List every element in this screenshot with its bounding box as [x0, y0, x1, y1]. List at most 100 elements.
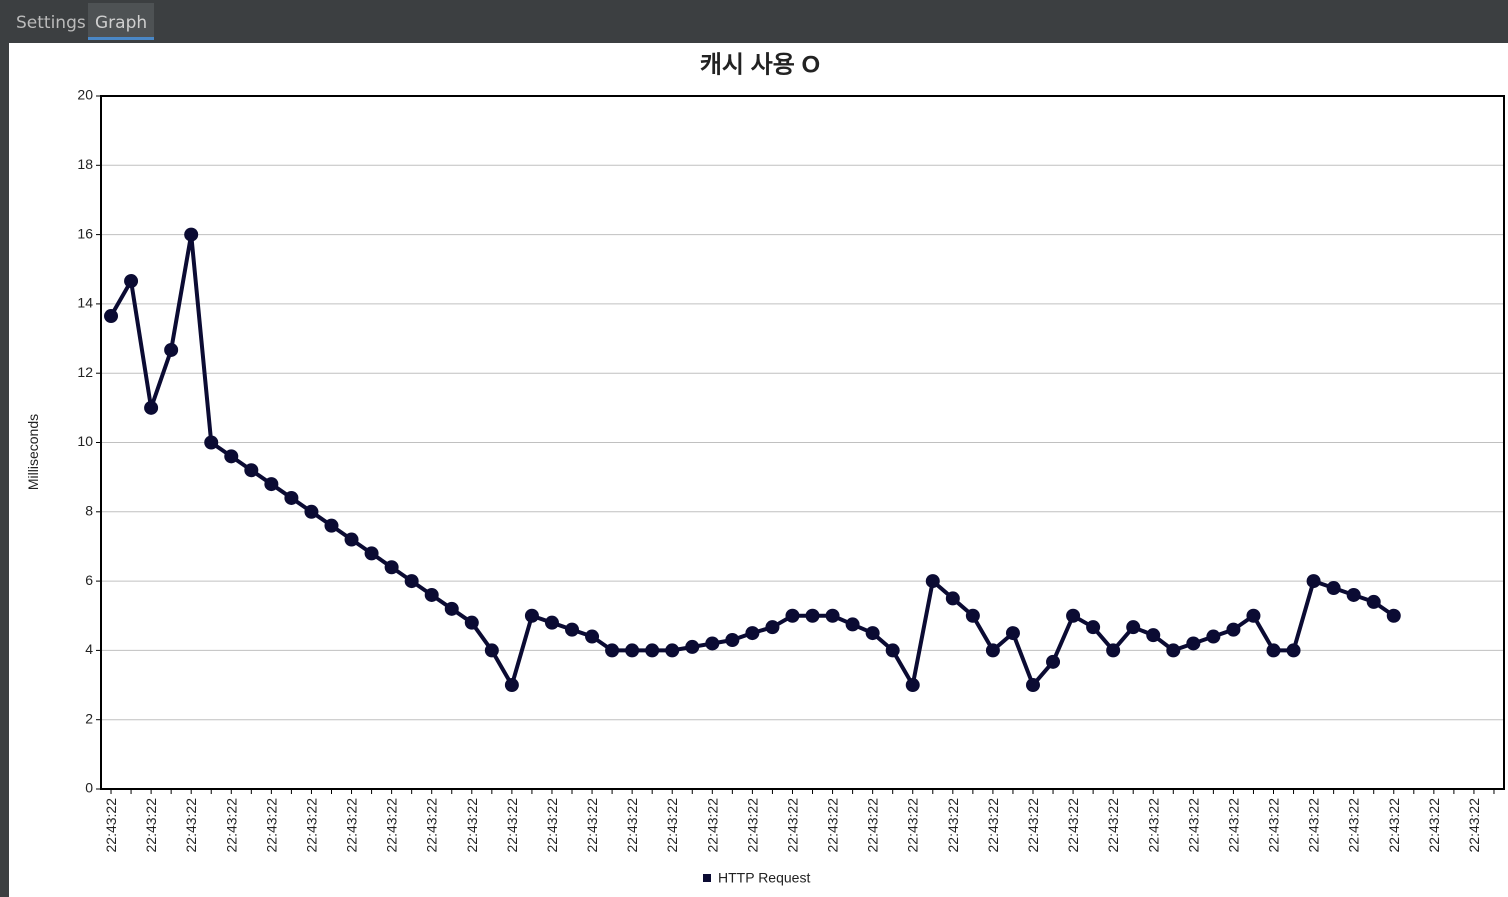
- data-point: [605, 643, 620, 658]
- x-tick-label: 22:43:22: [424, 798, 440, 853]
- x-tick-label: 22:43:22: [1466, 798, 1482, 853]
- data-point: [104, 309, 119, 324]
- y-tick-label: 12: [77, 364, 93, 380]
- data-point: [1326, 581, 1341, 596]
- data-point: [344, 532, 359, 547]
- x-tick-label: 22:43:22: [544, 798, 560, 853]
- data-point: [524, 608, 539, 623]
- data-point: [324, 518, 339, 533]
- legend-swatch: [703, 874, 711, 882]
- data-point: [484, 643, 499, 658]
- data-point: [1025, 678, 1040, 693]
- x-tick-label: 22:43:22: [1105, 798, 1121, 853]
- x-tick-label: 22:43:22: [384, 798, 400, 853]
- x-tick-label: 22:43:22: [584, 798, 600, 853]
- tab-bar: Settings Graph: [0, 0, 1508, 43]
- data-point: [164, 342, 179, 357]
- x-tick-label: 22:43:22: [1306, 798, 1322, 853]
- data-point: [144, 400, 159, 415]
- x-tick-label: 22:43:22: [1426, 798, 1442, 853]
- chart-title: 캐시 사용 O: [700, 51, 820, 78]
- data-point: [945, 591, 960, 606]
- data-point: [805, 608, 820, 623]
- y-tick-label: 0: [85, 780, 93, 796]
- data-point: [685, 639, 700, 654]
- x-tick-label: 22:43:22: [1145, 798, 1161, 853]
- data-point: [765, 620, 780, 635]
- data-point: [585, 629, 600, 644]
- y-tick-label: 4: [85, 641, 93, 657]
- x-tick-label: 22:43:22: [825, 798, 841, 853]
- data-point: [124, 274, 139, 289]
- chart-background: [9, 43, 1508, 897]
- x-tick-label: 22:43:22: [464, 798, 480, 853]
- tab-selected[interactable]: Graph: [88, 3, 155, 40]
- x-tick-label: 22:43:22: [624, 798, 640, 853]
- data-point: [1186, 636, 1201, 651]
- x-tick-label: 22:43:22: [504, 798, 520, 853]
- x-tick-label: 22:43:22: [905, 798, 921, 853]
- x-tick-label: 22:43:22: [223, 798, 239, 853]
- data-point: [304, 504, 319, 519]
- x-tick-label: 22:43:22: [344, 798, 360, 853]
- data-point: [244, 463, 259, 478]
- data-point: [925, 574, 940, 589]
- x-tick-label: 22:43:22: [1065, 798, 1081, 853]
- data-point: [965, 608, 980, 623]
- data-point: [1226, 622, 1241, 637]
- plot-frame: [100, 95, 1505, 790]
- data-point: [725, 633, 740, 648]
- data-point: [905, 678, 920, 693]
- data-point: [1386, 608, 1401, 623]
- data-point: [384, 560, 399, 575]
- y-tick-label: 16: [77, 225, 93, 241]
- data-point: [1166, 643, 1181, 658]
- x-tick-label: 22:43:22: [1025, 798, 1041, 853]
- data-point: [204, 435, 219, 450]
- data-point: [825, 608, 840, 623]
- data-point: [625, 643, 640, 658]
- x-tick-label: 22:43:22: [1346, 798, 1362, 853]
- data-point: [705, 636, 720, 651]
- data-point: [504, 678, 519, 693]
- x-tick-label: 22:43:22: [1386, 798, 1402, 853]
- y-axis-label: Milliseconds: [25, 414, 41, 490]
- data-point: [1005, 626, 1020, 641]
- x-tick-label: 22:43:22: [744, 798, 760, 853]
- data-point: [1366, 594, 1381, 609]
- x-tick-label: 22:43:22: [263, 798, 279, 853]
- data-point: [745, 626, 760, 641]
- x-tick-label: 22:43:22: [183, 798, 199, 853]
- data-point: [544, 615, 559, 630]
- y-tick-label: 10: [77, 433, 93, 449]
- data-point: [424, 587, 439, 602]
- data-point: [1346, 587, 1361, 602]
- y-tick-label: 20: [77, 87, 93, 103]
- series-line: [109, 232, 1395, 688]
- data-point: [184, 227, 199, 242]
- x-tick-label: 22:43:22: [704, 798, 720, 853]
- y-tick-label: 6: [85, 572, 93, 588]
- x-tick-label: 22:43:22: [103, 798, 119, 853]
- data-point: [1266, 643, 1281, 658]
- data-point: [404, 574, 419, 589]
- legend-label: HTTP Request: [718, 870, 810, 886]
- data-point: [1146, 628, 1161, 643]
- data-point: [1066, 608, 1081, 623]
- data-point: [464, 615, 479, 630]
- y-tick-label: 8: [85, 503, 93, 519]
- data-point: [224, 449, 239, 464]
- side-bar: [0, 43, 9, 897]
- data-point: [785, 608, 800, 623]
- y-tick-label: 2: [85, 710, 93, 726]
- data-point: [1206, 629, 1221, 644]
- tab[interactable]: Settings: [16, 13, 86, 33]
- x-tick-label: 22:43:22: [784, 798, 800, 853]
- data-point: [1086, 620, 1101, 635]
- x-tick-label: 22:43:22: [945, 798, 961, 853]
- x-tick-label: 22:43:22: [303, 798, 319, 853]
- data-point: [665, 643, 680, 658]
- x-tick-label: 22:43:22: [865, 798, 881, 853]
- data-point: [444, 601, 459, 616]
- x-tick-label: 22:43:22: [664, 798, 680, 853]
